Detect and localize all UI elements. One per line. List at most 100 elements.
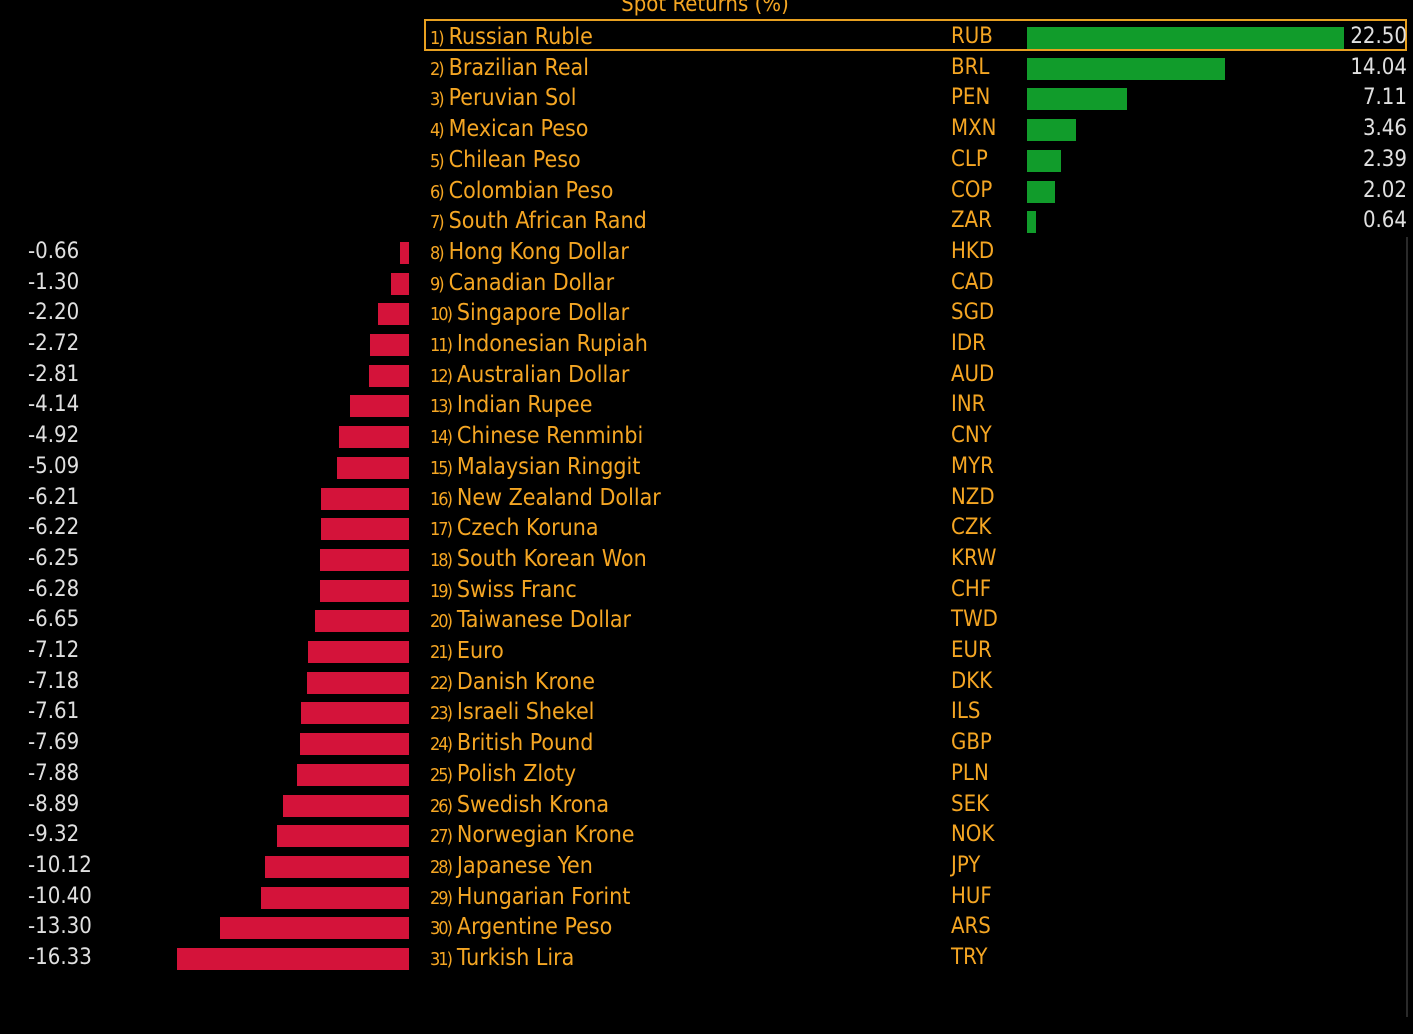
rank-number: 17)	[430, 519, 453, 541]
currency-name: South Korean Won	[456, 545, 647, 572]
return-value-label: -6.25	[28, 545, 80, 571]
currency-code: KRW	[951, 545, 997, 571]
rank-number: 7)	[430, 212, 445, 234]
currency-code: MXN	[951, 116, 997, 142]
currency-label: 14) Chinese Renminbi	[430, 421, 643, 451]
negative-return-bar	[220, 917, 409, 940]
currency-label: 22) Danish Krone	[430, 667, 595, 697]
rank-number: 11)	[430, 335, 453, 356]
negative-return-bar	[320, 518, 409, 541]
negative-return-bar	[320, 487, 409, 510]
return-value-label: -4.92	[28, 423, 80, 449]
rank-number: 20)	[430, 611, 453, 633]
return-value-label: -8.89	[28, 791, 80, 817]
negative-return-bar	[265, 855, 409, 878]
currency-code: PEN	[951, 85, 991, 111]
currency-code: NZD	[951, 484, 995, 510]
rank-number: 24)	[430, 734, 453, 756]
negative-return-bar	[350, 395, 409, 418]
negative-return-bar	[390, 272, 409, 295]
currency-code: CAD	[951, 269, 994, 295]
currency-code: MYR	[951, 453, 994, 479]
currency-name: Colombian Peso	[448, 177, 614, 204]
currency-label: 26) Swedish Krona	[430, 790, 609, 820]
negative-return-bar	[320, 548, 409, 571]
return-value-label: -10.12	[28, 852, 92, 878]
currency-name: British Pound	[456, 730, 594, 757]
currency-name: Russian Ruble	[448, 24, 593, 50]
currency-code: HKD	[951, 238, 995, 264]
negative-return-bar	[300, 702, 409, 725]
rank-number: 14)	[430, 427, 453, 449]
currency-code: HUF	[951, 883, 992, 909]
return-value-label: -7.61	[28, 699, 80, 725]
return-value-label: -6.28	[28, 576, 80, 602]
currency-label: 9) Canadian Dollar	[430, 268, 614, 298]
negative-return-bar	[261, 886, 409, 909]
return-value-label: -7.18	[28, 668, 80, 694]
negative-return-bar	[297, 763, 409, 786]
currency-code: ZAR	[951, 208, 992, 234]
negative-return-bar	[299, 733, 409, 756]
currency-label: 6) Colombian Peso	[430, 176, 613, 206]
positive-return-bar	[1027, 149, 1061, 172]
return-value-label: -7.69	[28, 730, 80, 756]
currency-name: Danish Krone	[456, 668, 595, 695]
rank-number: 2)	[430, 58, 445, 80]
currency-name: Singapore Dollar	[456, 300, 630, 327]
currency-name: Brazilian Real	[448, 54, 589, 81]
currency-name: Swedish Krona	[456, 791, 610, 818]
currency-label: 4) Mexican Peso	[430, 114, 588, 144]
currency-label: 15) Malaysian Ringgit	[430, 452, 640, 482]
negative-return-bar	[319, 579, 409, 602]
currency-code: CHF	[951, 576, 992, 602]
currency-label: 29) Hungarian Forint	[430, 882, 630, 912]
return-value-label: -2.20	[28, 300, 80, 326]
currency-label: 2) Brazilian Real	[430, 53, 589, 83]
rank-number: 8)	[430, 242, 445, 264]
currency-code: PLN	[951, 760, 989, 786]
negative-return-bar	[399, 241, 409, 264]
positive-return-bar	[1027, 57, 1225, 80]
return-value-label: 14.04	[1350, 54, 1407, 80]
return-value-label: -5.09	[28, 453, 80, 479]
currency-name: Chinese Renminbi	[456, 423, 644, 450]
currency-code: ARS	[951, 914, 991, 940]
currency-code: SEK	[951, 791, 990, 817]
currency-code: RUB	[951, 24, 993, 49]
currency-label: 10) Singapore Dollar	[430, 298, 629, 328]
return-value-label: -6.21	[28, 484, 80, 510]
return-value-label: -4.14	[28, 392, 80, 418]
currency-code: AUD	[951, 361, 995, 387]
currency-label: 17) Czech Koruna	[430, 513, 599, 543]
negative-return-bar	[339, 426, 409, 449]
chart-title: Spot Returns (%)	[621, 0, 789, 17]
currency-name: South African Rand	[448, 208, 647, 235]
rank-number: 30)	[430, 918, 453, 940]
currency-name: Czech Koruna	[456, 515, 599, 542]
currency-label: 5) Chilean Peso	[430, 145, 581, 175]
currency-label: 20) Taiwanese Dollar	[430, 605, 631, 635]
currency-name: Euro	[456, 638, 504, 664]
return-value-label: -13.30	[28, 914, 92, 940]
return-value-label: 22.50	[1350, 24, 1407, 49]
currency-name: Israeli Shekel	[456, 699, 595, 726]
rank-number: 1)	[430, 28, 445, 49]
negative-return-bar	[282, 794, 409, 817]
rank-number: 3)	[430, 89, 445, 111]
return-value-label: -7.88	[28, 760, 80, 786]
currency-label: 28) Japanese Yen	[430, 851, 593, 881]
panel-edge-divider	[1406, 237, 1408, 1017]
currency-code: NOK	[951, 822, 995, 848]
currency-label: 7) South African Rand	[430, 206, 647, 236]
positive-return-bar	[1027, 27, 1344, 49]
negative-return-bar	[377, 303, 409, 326]
currency-code: CZK	[951, 515, 992, 541]
rank-number: 13)	[430, 396, 453, 418]
negative-return-bar	[336, 456, 409, 479]
currency-name: Canadian Dollar	[448, 269, 615, 296]
currency-label: 21) Euro	[430, 636, 504, 666]
return-value-label: -9.32	[28, 822, 80, 848]
currency-code: IDR	[951, 331, 986, 356]
